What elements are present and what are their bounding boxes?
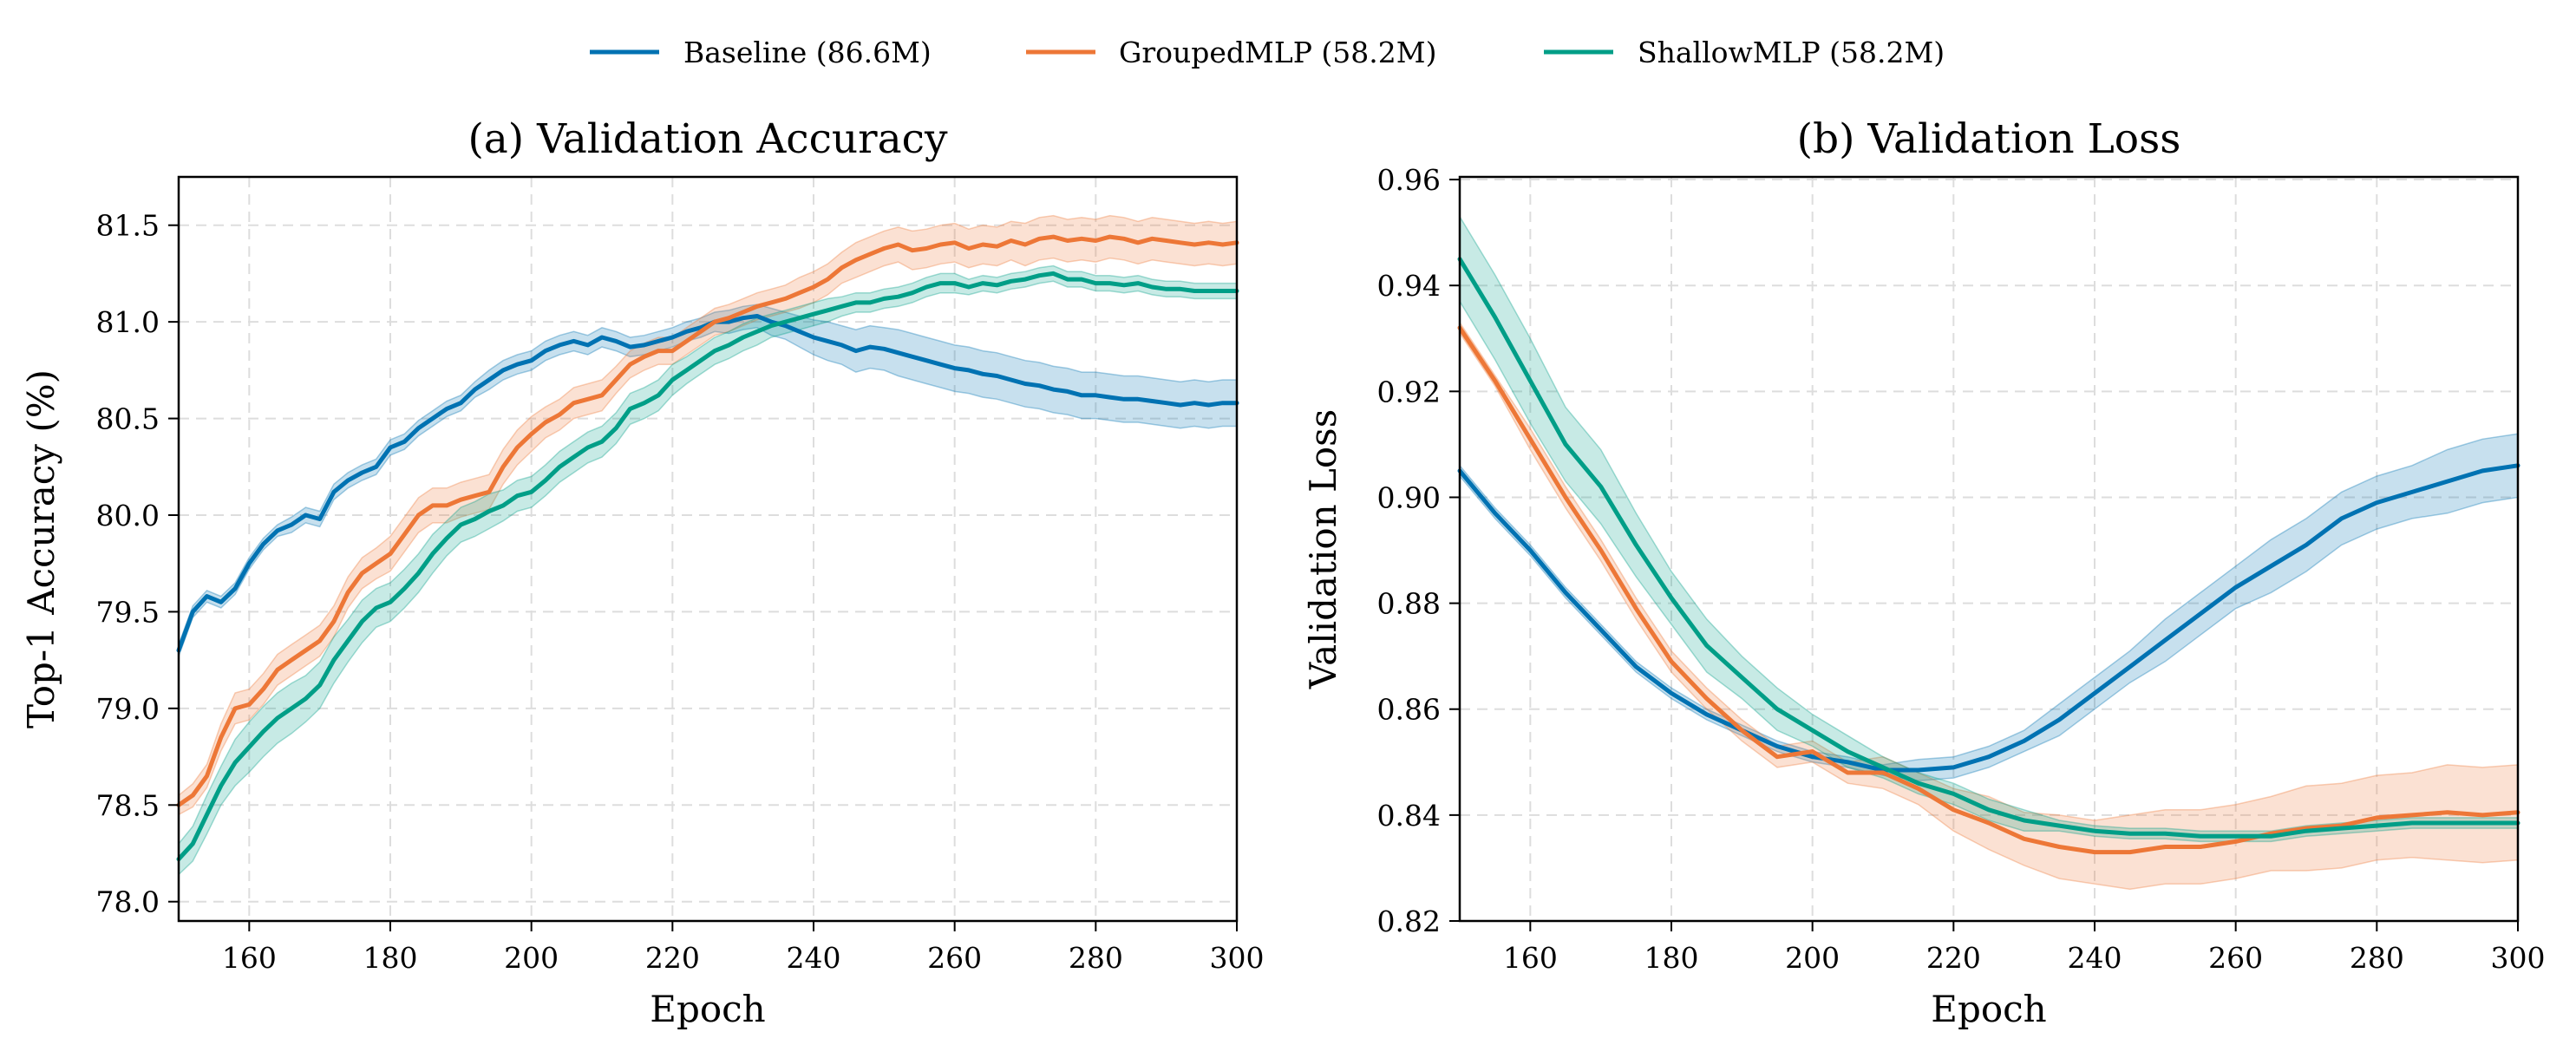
panel-accuracy-ylabel: Top-1 Accuracy (%) [20,369,62,728]
y-tick-label: 81.0 [96,305,160,339]
y-tick-label: 79.5 [96,595,160,629]
y-tick-label: 0.82 [1377,905,1441,938]
y-tick-label: 80.5 [96,402,160,436]
x-tick-label: 160 [1503,941,1558,975]
x-tick-label: 260 [927,941,982,975]
x-tick-label: 200 [1785,941,1840,975]
panel-accuracy-xlabel: Epoch [650,988,765,1030]
series-line-accuracy-2 [176,271,1239,862]
y-tick-label: 0.92 [1377,375,1441,408]
panel-loss-ticks: 160 180 200 220 240 260 280 300 0.82 0.84 0.86 0.88… [1377,163,2546,975]
y-tick-label: 0.84 [1377,799,1441,833]
panel-loss-frame [1458,175,2520,923]
legend-label-shallowmlp: ShallowMLP (58.2M) [1638,36,1945,69]
y-tick-label: 81.5 [96,209,160,243]
x-tick-label: 220 [1926,941,1981,975]
series-line-loss-1 [1457,325,2520,855]
series-line-loss-2 [1457,257,2520,839]
y-tick-label: 79.0 [96,692,160,726]
y-tick-label: 78.5 [96,788,160,822]
y-tick-label: 78.0 [96,885,160,919]
panel-loss: (b) Validation Loss 160 180 200 220 240 260 28… [1302,115,2546,1030]
panel-loss-title: (b) Validation Loss [1797,115,2181,163]
x-tick-label: 280 [1069,941,1123,975]
x-tick-label: 160 [222,941,277,975]
x-tick-label: 240 [2068,941,2122,975]
panel-loss-xlabel: Epoch [1931,988,2046,1030]
panel-accuracy-title: (a) Validation Accuracy [467,115,948,163]
panel-accuracy-frame [177,175,1239,923]
panel-loss-ylabel: Validation Loss [1302,409,1344,690]
x-tick-label: 300 [2491,941,2546,975]
x-tick-label: 220 [645,941,700,975]
y-tick-label: 0.96 [1377,163,1441,197]
panel-accuracy-lines [176,234,1239,862]
legend-label-baseline: Baseline (86.6M) [683,36,932,69]
x-tick-label: 240 [787,941,841,975]
y-tick-label: 0.90 [1377,480,1441,514]
y-tick-label: 0.86 [1377,693,1441,727]
x-tick-label: 280 [2350,941,2404,975]
legend-label-groupedmlp: GroupedMLP (58.2M) [1119,36,1436,69]
series-line-loss-0 [1457,463,2520,773]
x-tick-label: 200 [504,941,559,975]
legend: Baseline (86.6M) GroupedMLP (58.2M) Shal… [590,36,1945,69]
x-tick-label: 180 [1644,941,1699,975]
y-tick-label: 0.94 [1377,269,1441,303]
y-tick-label: 0.88 [1377,587,1441,621]
panel-accuracy: (a) Validation Accuracy 160 180 200 220 240 2… [20,115,1265,1030]
panel-loss-lines [1457,257,2520,855]
panel-accuracy-ticks: 160 180 200 220 240 260 280 300 78.0 78.5 79.0 79.5… [96,209,1265,975]
x-tick-label: 300 [1210,941,1265,975]
y-tick-label: 80.0 [96,499,160,532]
x-tick-label: 260 [2208,941,2263,975]
x-tick-label: 180 [363,941,418,975]
series-line-accuracy-1 [176,234,1239,807]
